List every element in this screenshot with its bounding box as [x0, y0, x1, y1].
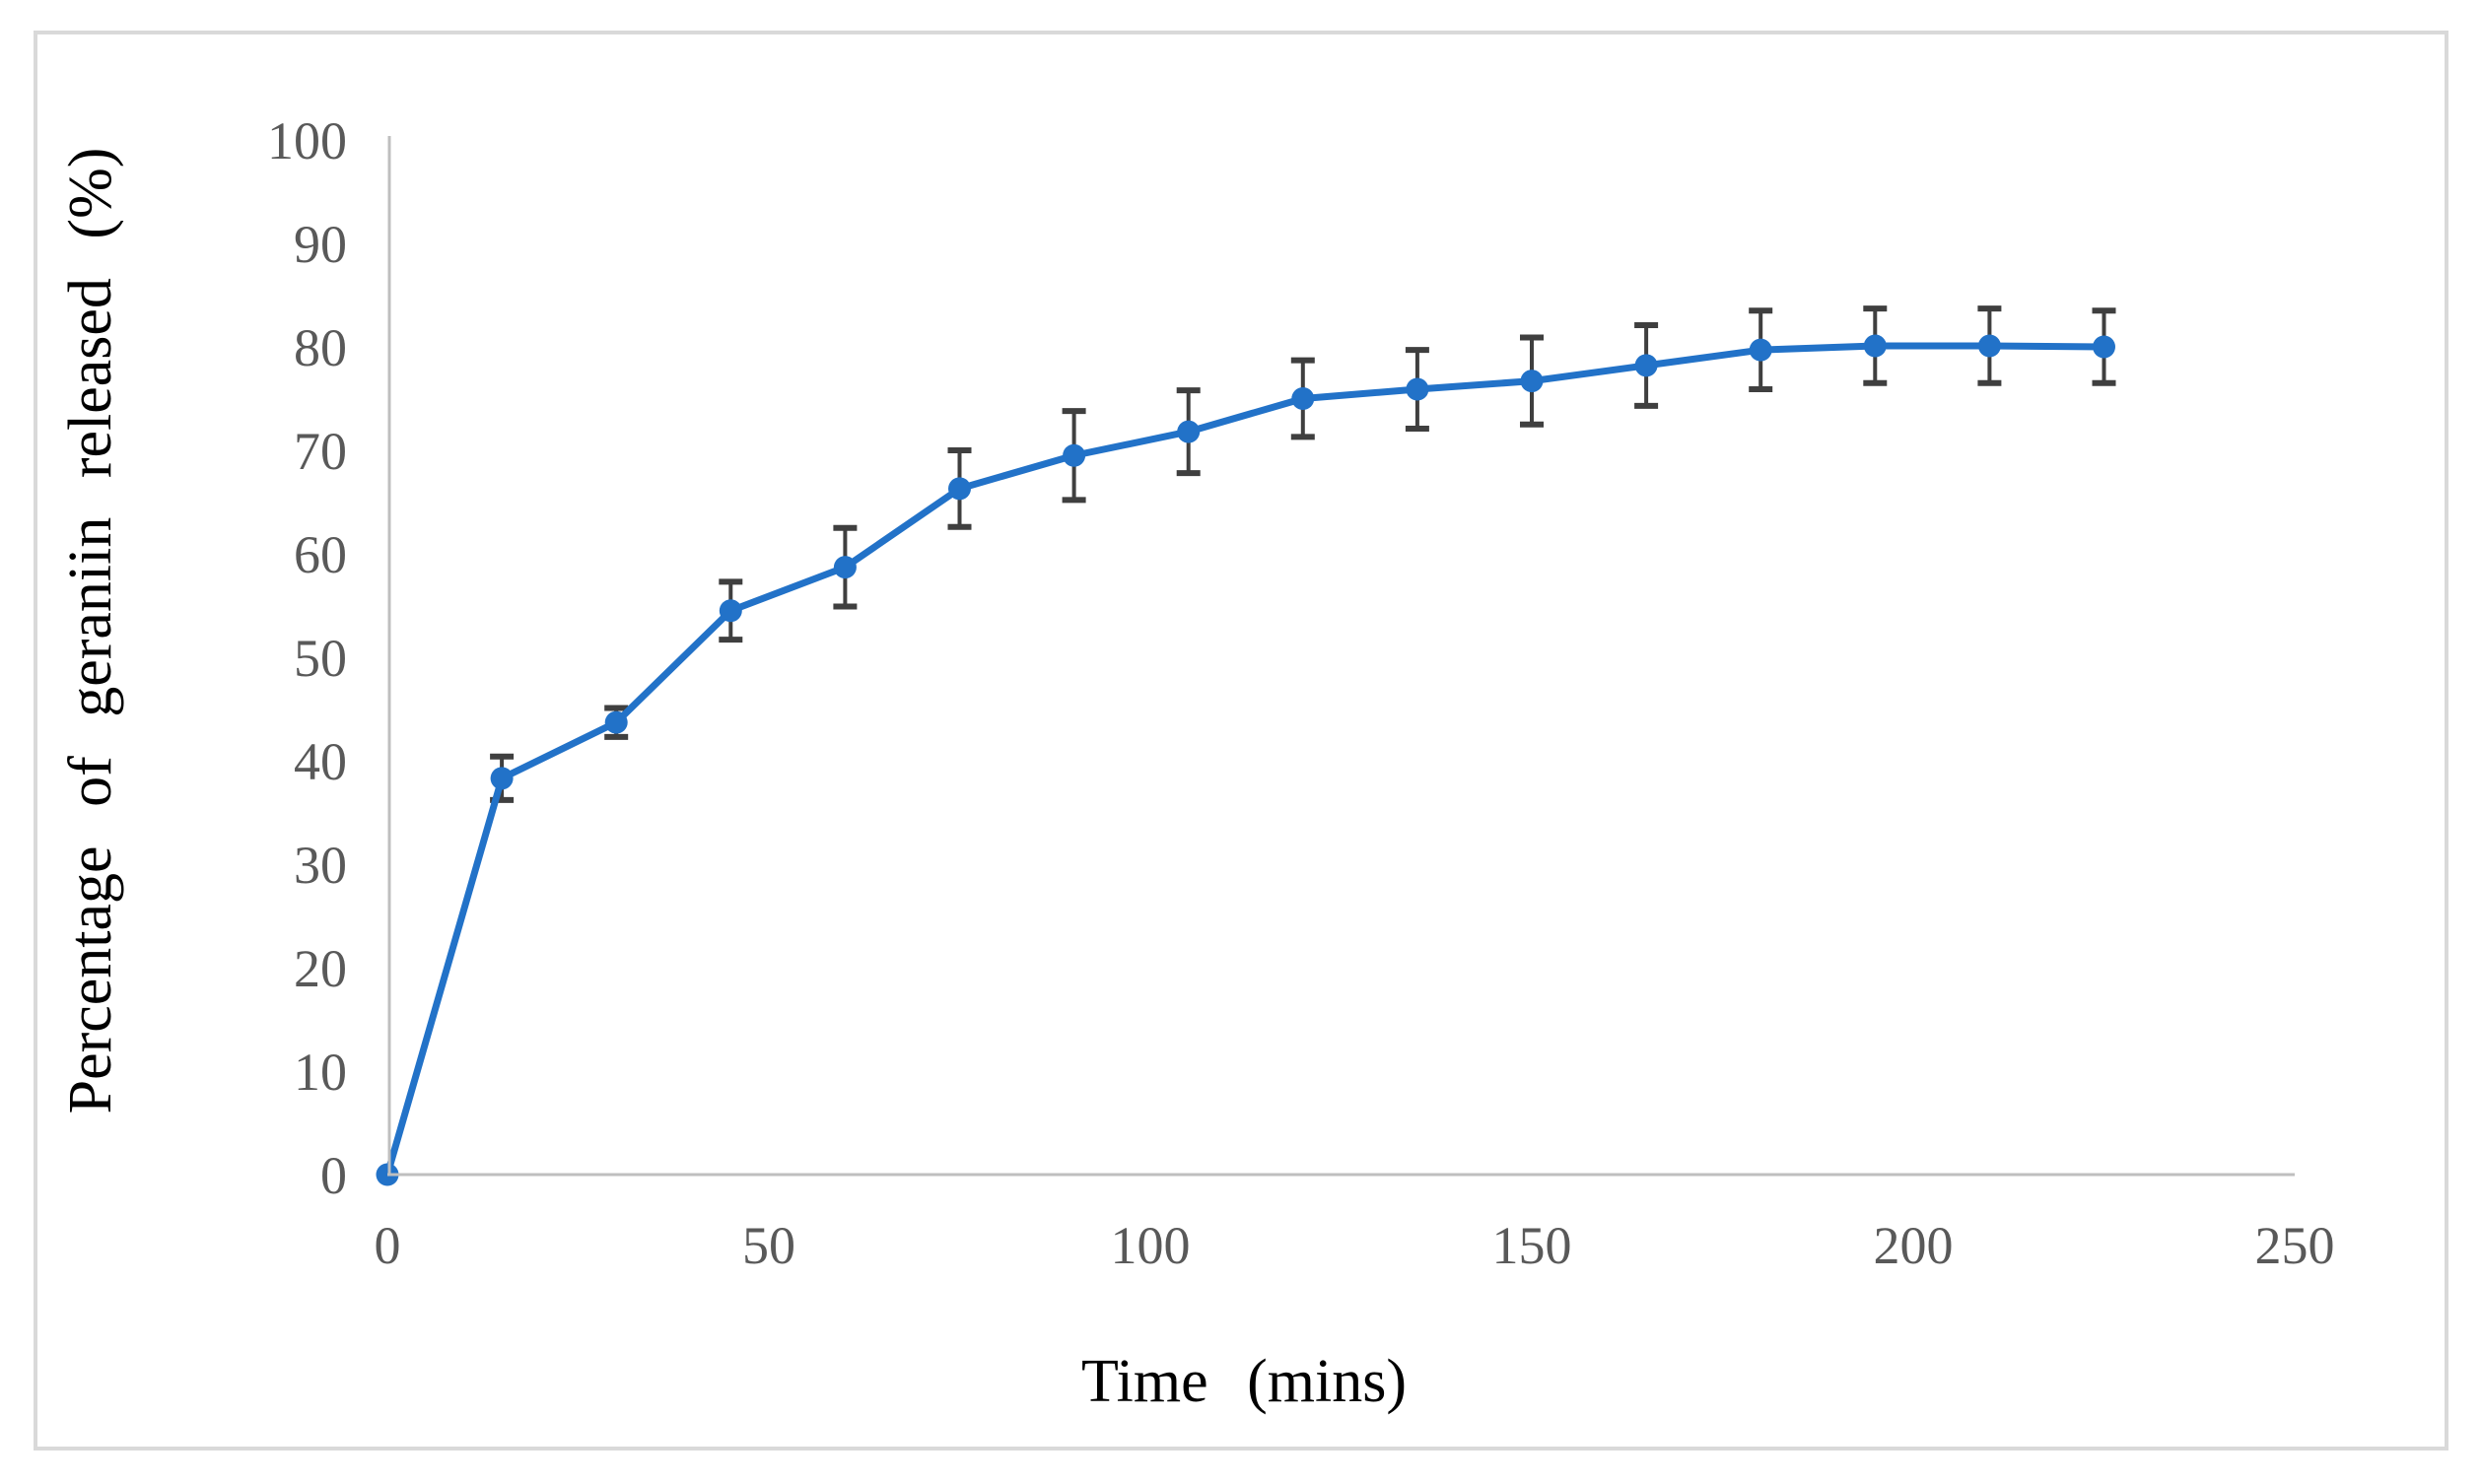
data-point-marker [1406, 377, 1429, 401]
y-tick-label: 10 [294, 1043, 347, 1102]
data-point-marker [833, 556, 857, 579]
x-tick-label: 100 [1111, 1216, 1191, 1275]
y-tick-label: 90 [294, 215, 347, 274]
y-tick-label: 30 [294, 836, 347, 895]
data-point-marker [490, 767, 514, 790]
series-line [383, 342, 2107, 1179]
data-point-marker [1520, 370, 1544, 393]
data-point-marker [1749, 338, 1772, 362]
y-tick-label: 80 [294, 318, 347, 377]
data-point-marker [719, 599, 742, 623]
figure-border [34, 31, 2448, 1450]
axes-layer [387, 136, 2295, 1177]
y-tick-label: 50 [294, 629, 347, 688]
data-point-marker [948, 477, 971, 501]
x-tick-label: 150 [1492, 1216, 1572, 1275]
data-point-marker [2093, 335, 2115, 359]
data-point-marker [604, 710, 628, 734]
data-point-marker [1177, 420, 1201, 443]
data-point-marker [1977, 334, 2001, 358]
data-point-marker [1291, 387, 1315, 410]
x-tick-label: 50 [742, 1216, 795, 1275]
y-tick-label: 40 [294, 732, 347, 791]
y-tick-label: 70 [294, 422, 347, 481]
x-tick-label: 200 [1874, 1216, 1954, 1275]
tick-labels-layer: 0 10 20 30 40 50 60 70 80 90 100 0 50 100 150 200 250 [267, 111, 2335, 1275]
series-line-layer [383, 342, 2107, 1179]
y-tick-label: 20 [294, 939, 347, 998]
data-point-marker [1863, 334, 1887, 358]
y-axis-title: Percentage of geraniin released (%) [57, 148, 124, 1114]
data-point-marker [1063, 443, 1086, 467]
x-tick-label: 0 [375, 1216, 401, 1275]
y-tick-label: 60 [294, 525, 347, 584]
x-axis-title: Time (mins) [1081, 1348, 1407, 1415]
x-tick-label: 250 [2255, 1216, 2335, 1275]
y-tick-label: 100 [267, 111, 347, 170]
data-point-marker [1634, 354, 1658, 377]
y-tick-label: 0 [320, 1146, 347, 1205]
